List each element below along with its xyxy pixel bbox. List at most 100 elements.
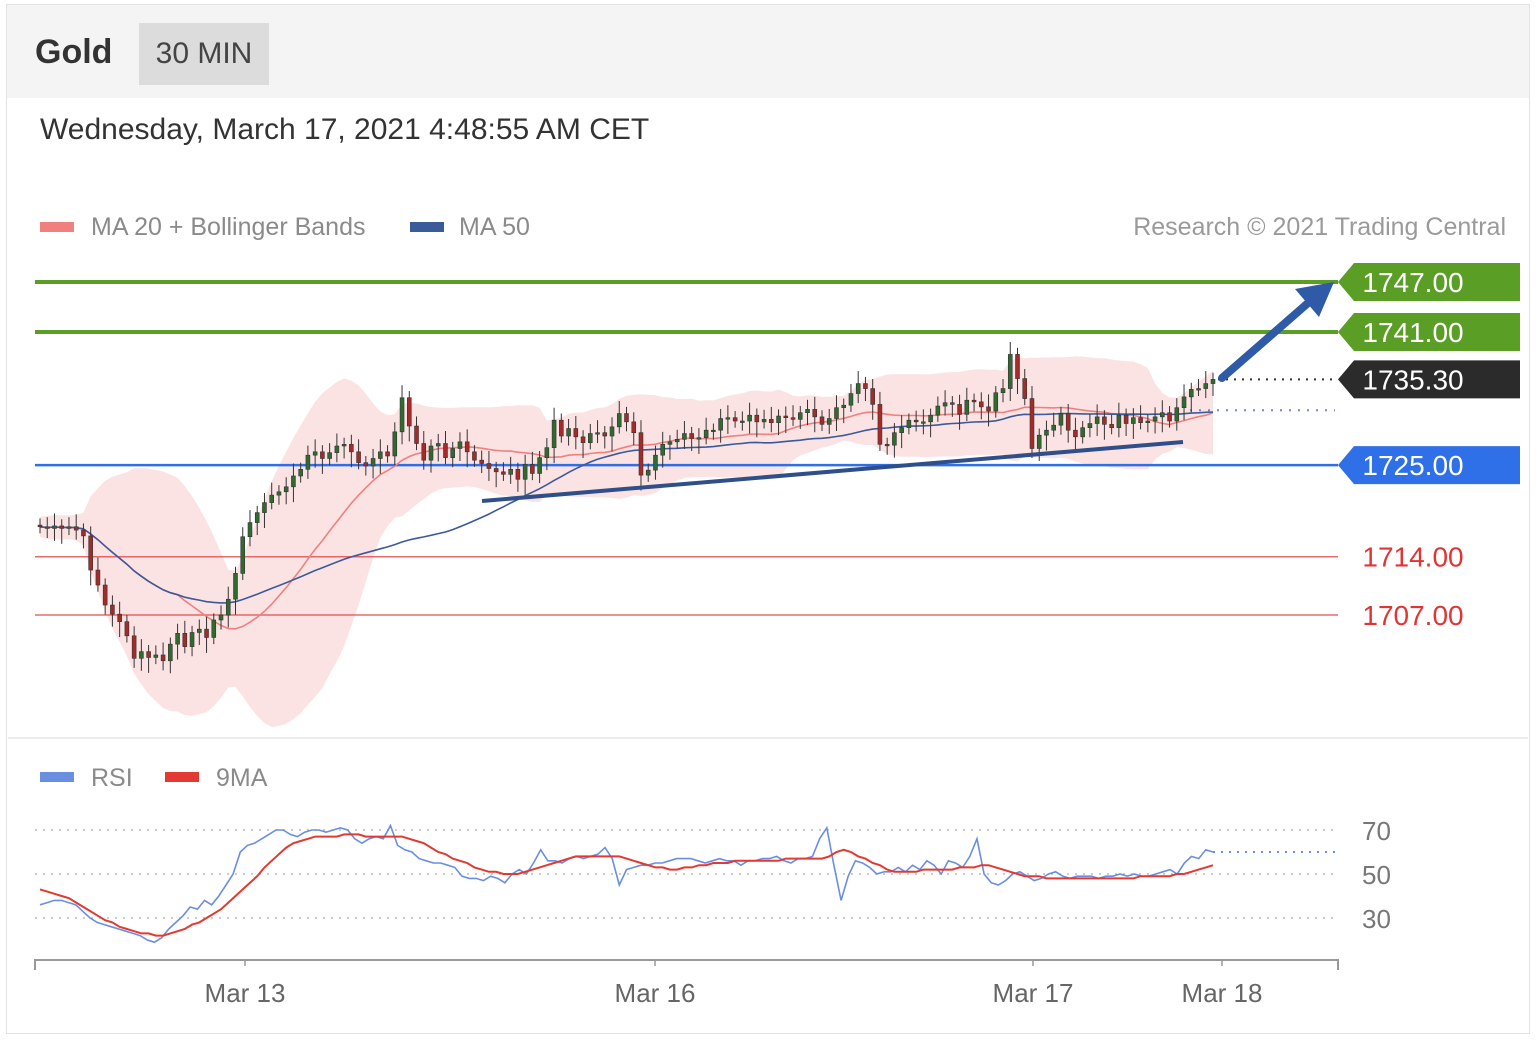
ma50-legend-label: MA 50 bbox=[459, 213, 530, 241]
candle-body bbox=[602, 432, 608, 437]
candle bbox=[124, 615, 130, 643]
candle bbox=[1174, 398, 1180, 431]
price-label-1735.30: 1735.30 bbox=[1362, 364, 1463, 395]
candle-body bbox=[863, 383, 868, 389]
candle-body bbox=[877, 404, 883, 445]
price-tag-1725.00 bbox=[1338, 446, 1520, 485]
candle-body bbox=[399, 397, 405, 433]
candle-body bbox=[732, 417, 738, 422]
candle bbox=[696, 428, 702, 454]
candle bbox=[225, 586, 231, 628]
candle bbox=[247, 510, 253, 547]
candle-body bbox=[501, 471, 506, 475]
candle bbox=[349, 434, 354, 468]
candle-body bbox=[884, 444, 890, 447]
candle bbox=[59, 519, 65, 544]
instrument-title: Gold bbox=[35, 33, 113, 71]
candle bbox=[689, 426, 694, 451]
candle bbox=[667, 435, 673, 460]
candle bbox=[428, 439, 434, 473]
candle bbox=[341, 437, 347, 459]
candle bbox=[197, 619, 202, 645]
candle bbox=[211, 613, 217, 645]
candle bbox=[863, 376, 868, 402]
candle bbox=[653, 445, 658, 480]
candle-body bbox=[899, 427, 904, 433]
candle-body bbox=[370, 458, 376, 467]
candle-body bbox=[175, 633, 180, 645]
candle-body bbox=[414, 425, 419, 444]
candle-body bbox=[1196, 388, 1201, 391]
candle bbox=[1160, 400, 1165, 433]
candle-body bbox=[537, 457, 542, 474]
price-label-1747.00: 1747.00 bbox=[1362, 267, 1463, 298]
candle-body bbox=[1102, 416, 1107, 425]
candle-body bbox=[479, 459, 484, 464]
candle bbox=[805, 399, 810, 426]
candle bbox=[971, 393, 977, 412]
candle bbox=[464, 429, 470, 468]
candle bbox=[855, 371, 861, 404]
candle bbox=[291, 463, 296, 503]
candle bbox=[131, 626, 137, 668]
candle bbox=[262, 493, 267, 529]
candle bbox=[443, 431, 448, 465]
candle-body bbox=[776, 415, 781, 423]
candle bbox=[776, 409, 781, 436]
candle bbox=[298, 462, 303, 483]
candle-body bbox=[870, 388, 875, 405]
candle bbox=[573, 416, 579, 450]
candle-body bbox=[262, 502, 267, 513]
candle-body bbox=[153, 654, 159, 658]
candle bbox=[1058, 406, 1064, 435]
candle bbox=[790, 405, 796, 427]
candle bbox=[110, 595, 115, 627]
candle-body bbox=[855, 383, 861, 394]
candle-body bbox=[1022, 378, 1028, 399]
candle bbox=[1109, 414, 1114, 435]
candle bbox=[957, 394, 962, 430]
candle bbox=[769, 406, 774, 433]
candle-body bbox=[595, 432, 600, 435]
candle bbox=[674, 429, 680, 449]
candle-body bbox=[834, 407, 839, 419]
candle bbox=[711, 423, 716, 440]
candle bbox=[993, 386, 999, 418]
candle-body bbox=[544, 447, 550, 458]
candle bbox=[493, 461, 499, 488]
candle bbox=[1123, 408, 1129, 437]
candle bbox=[515, 462, 521, 492]
candle-body bbox=[146, 651, 151, 658]
candle-body bbox=[848, 393, 854, 406]
candle bbox=[240, 527, 246, 581]
candle bbox=[102, 578, 108, 615]
candle-body bbox=[254, 512, 260, 523]
candle-body bbox=[906, 419, 912, 428]
price-label-1714.00: 1714.00 bbox=[1362, 542, 1463, 573]
candle-body bbox=[464, 441, 470, 453]
candle-body bbox=[298, 469, 303, 477]
candle-body bbox=[168, 643, 173, 662]
candle-body bbox=[522, 464, 528, 480]
timeframe-badge[interactable]: 30 MIN bbox=[139, 23, 269, 85]
candle-body bbox=[356, 451, 361, 463]
candle bbox=[88, 526, 93, 586]
candle bbox=[146, 644, 151, 673]
ma20-legend-swatch bbox=[40, 222, 74, 232]
candle bbox=[1094, 404, 1100, 437]
candle-body bbox=[740, 420, 745, 423]
candle bbox=[189, 625, 195, 657]
candle-body bbox=[44, 526, 50, 529]
rsi-ma-legend-label: 9MA bbox=[216, 764, 268, 792]
candle-body bbox=[979, 401, 984, 408]
candle bbox=[1080, 421, 1085, 444]
candle-body bbox=[1051, 424, 1056, 431]
candle bbox=[139, 639, 144, 671]
candle-body bbox=[754, 414, 760, 423]
candle bbox=[421, 431, 427, 470]
candle bbox=[870, 378, 875, 420]
candle-body bbox=[443, 443, 448, 458]
candle-body bbox=[1036, 434, 1042, 449]
candle-body bbox=[269, 494, 274, 503]
candle bbox=[559, 413, 564, 443]
